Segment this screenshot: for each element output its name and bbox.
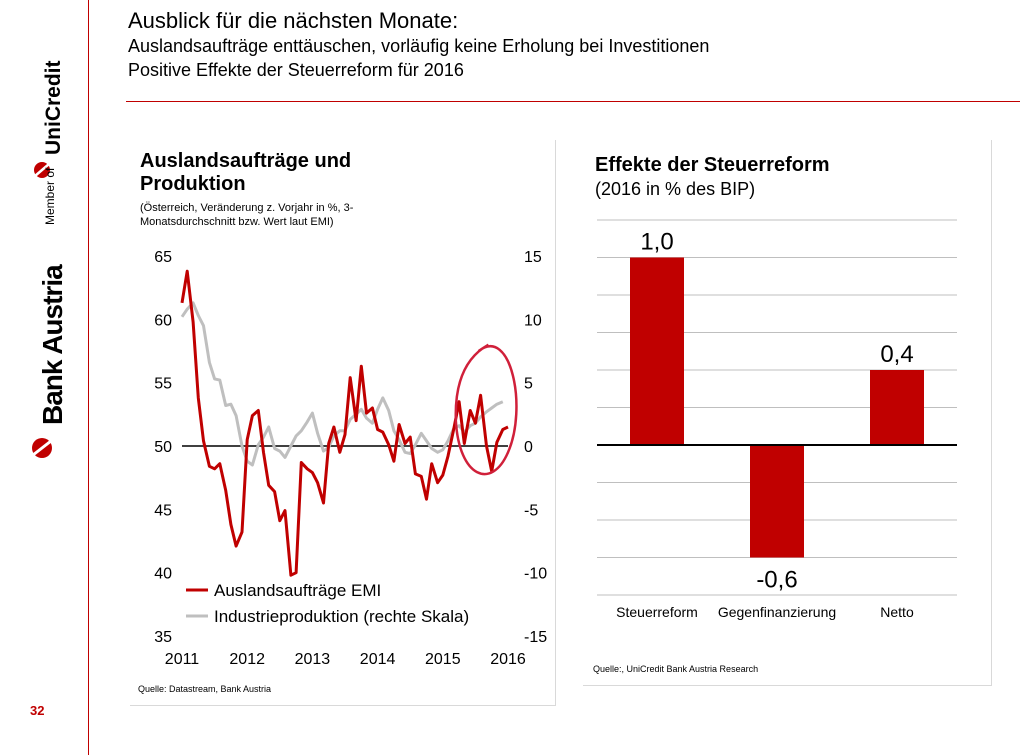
right-axis-tick-label: 0: [524, 439, 533, 456]
slide-header: Ausblick für die nächsten Monate: Auslan…: [128, 8, 1008, 82]
left-axis-tick-label: 40: [154, 566, 172, 583]
right-axis-tick-label: -5: [524, 502, 538, 519]
slide-subtitle-1: Auslandsaufträge enttäuschen, vorläufig …: [128, 36, 710, 56]
bar: [630, 257, 684, 445]
left-axis-tick-label: 60: [154, 312, 172, 329]
category-label: Gegenfinanzierung: [718, 604, 836, 620]
bar-chart: 1,0 Steuerreform -0,6 Gegenfinanzierung 0,4 N…: [597, 219, 957, 620]
legend-label: Industrieproduktion (rechte Skala): [214, 607, 469, 626]
legend-label: Auslandsaufträge EMI: [214, 581, 381, 600]
bar: [870, 370, 924, 445]
left-axis-tick-label: 55: [154, 376, 172, 393]
brand-group: UniCredit: [42, 60, 65, 155]
bar-value-label: 1,0: [640, 229, 673, 256]
sidebar-divider: [88, 0, 89, 755]
x-axis-tick-label: 2016: [490, 651, 526, 668]
slide-title: Ausblick für die nächsten Monate:: [128, 8, 459, 33]
line-chart-subtitle: (Österreich, Veränderung z. Vorjahr in %…: [140, 202, 354, 228]
right-axis-tick-label: 10: [524, 312, 542, 329]
right-axis-tick-label: 5: [524, 376, 533, 393]
category-label: Steuerreform: [616, 604, 698, 620]
right-axis-tick-label: -15: [524, 629, 547, 646]
brand-bank: Bank Austria: [37, 264, 68, 425]
bar-chart-title: Effekte der Steuerreform: [595, 154, 830, 176]
left-axis-tick-label: 35: [154, 629, 172, 646]
x-axis-tick-label: 2011: [165, 651, 200, 668]
orders-production-panel: Auslandsaufträge und Produktion (Österre…: [130, 140, 556, 706]
slide-subtitle-2: Positive Effekte der Steuerreform für 20…: [128, 60, 464, 80]
tax-reform-panel: Effekte der Steuerreform (2016 in % des …: [583, 140, 992, 686]
x-axis-tick-label: 2014: [360, 651, 396, 668]
brand-sidebar: UniCredit Member of Bank Austria: [32, 60, 68, 458]
right-axis-tick-label: -10: [524, 566, 547, 583]
bar-chart-subtitle: (2016 in % des BIP): [595, 179, 756, 199]
brand-member-of: Member of: [43, 167, 57, 225]
category-label: Netto: [880, 604, 914, 620]
unicredit-logo-icon: [34, 162, 50, 178]
orders-emi-line: [180, 269, 509, 577]
bar-value-label: 0,4: [880, 341, 913, 368]
page-number: 32: [30, 703, 45, 718]
highlight-circle: [454, 343, 518, 476]
bar-value-label: -0,6: [756, 567, 797, 594]
industrial-production-line: [180, 301, 504, 467]
bar: [750, 445, 804, 558]
bar-chart-source: Quelle:, UniCredit Bank Austria Research: [593, 664, 759, 674]
left-axis-tick-label: 45: [154, 502, 172, 519]
x-axis-tick-label: 2012: [229, 651, 265, 668]
left-axis-tick-label: 50: [154, 439, 172, 456]
x-axis-tick-label: 2015: [425, 651, 461, 668]
left-axis-tick-label: 65: [154, 249, 172, 266]
bank-austria-logo-icon: [32, 438, 52, 458]
right-axis-tick-label: 15: [524, 249, 542, 266]
header-rule: [126, 101, 1020, 102]
x-axis-tick-label: 2013: [295, 651, 331, 668]
line-chart-title: Auslandsaufträge und Produktion: [140, 150, 352, 195]
line-chart-source: Quelle: Datastream, Bank Austria: [138, 684, 272, 694]
